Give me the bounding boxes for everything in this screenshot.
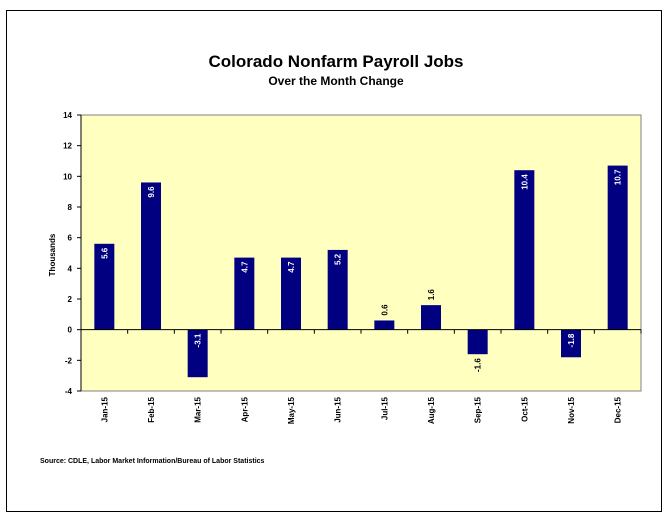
data-label: 10.7 [614,169,623,185]
bar [94,243,115,330]
chart-subtitle: Over the Month Change [268,74,404,88]
source-note: Source: CDLE, Labor Market Information/B… [40,458,265,465]
y-axis: -4 -2 0 2 4 6 8 10 12 14 [63,111,82,396]
data-label: 4.7 [287,261,296,273]
y-tick-label: -4 [65,387,73,396]
bar [281,257,301,330]
bars: 5.6 9.6 -3.1 4.7 4.7 5.2 0.6 1.6 -1.6 10.4 -1.8 10.… [94,165,628,378]
x-tick-label: Oct-15 [520,396,529,421]
bar [561,329,581,358]
x-tick-label: Mar-15 [194,396,203,422]
bar [234,257,255,330]
plot-area [80,114,642,392]
y-tick-label: 4 [68,264,73,273]
data-label: 9.6 [147,186,156,198]
data-label: 0.6 [380,304,389,316]
bar [421,305,441,330]
x-tick-label: Jan-15 [100,396,109,422]
data-label: -1.8 [567,333,576,347]
x-tick-label: Jul-15 [380,396,389,420]
x-tick-label: Apr-15 [240,396,249,422]
y-tick-label: 8 [68,203,73,212]
bar [141,182,161,330]
data-label: 4.7 [240,261,249,273]
x-tick-label: Nov-15 [567,396,576,423]
bar [467,329,488,355]
y-tick-label: -2 [65,356,73,365]
y-axis-title: Thousands [48,233,57,276]
x-tick-label: Dec-15 [614,396,623,423]
bar [187,329,208,378]
y-tick-label: 12 [63,142,72,151]
bar [607,165,628,330]
data-label: 1.6 [427,289,436,301]
chart-title: Colorado Nonfarm Payroll Jobs [208,52,464,71]
data-label: 10.4 [520,174,529,190]
bar [327,249,348,330]
bar [374,320,395,330]
data-label: -1.6 [474,358,483,372]
x-tick-label: May-15 [287,396,296,424]
data-label: -3.1 [194,333,203,347]
y-tick-label: 14 [63,111,72,120]
data-label: 5.2 [334,253,343,265]
data-label: 5.6 [100,247,109,259]
x-tick-label: Feb-15 [147,396,156,422]
y-tick-label: 6 [68,234,73,243]
x-axis: Jan-15 Feb-15 Mar-15 Apr-15 May-15 Jun-15 Jul-… [80,329,642,424]
x-tick-label: Sep-15 [474,396,483,423]
y-tick-label: 2 [68,295,73,304]
y-tick-label: 0 [68,326,73,335]
y-tick-label: 10 [63,172,72,181]
bar [514,170,535,330]
x-tick-label: Jun-15 [334,396,343,422]
x-tick-label: Aug-15 [427,396,436,424]
